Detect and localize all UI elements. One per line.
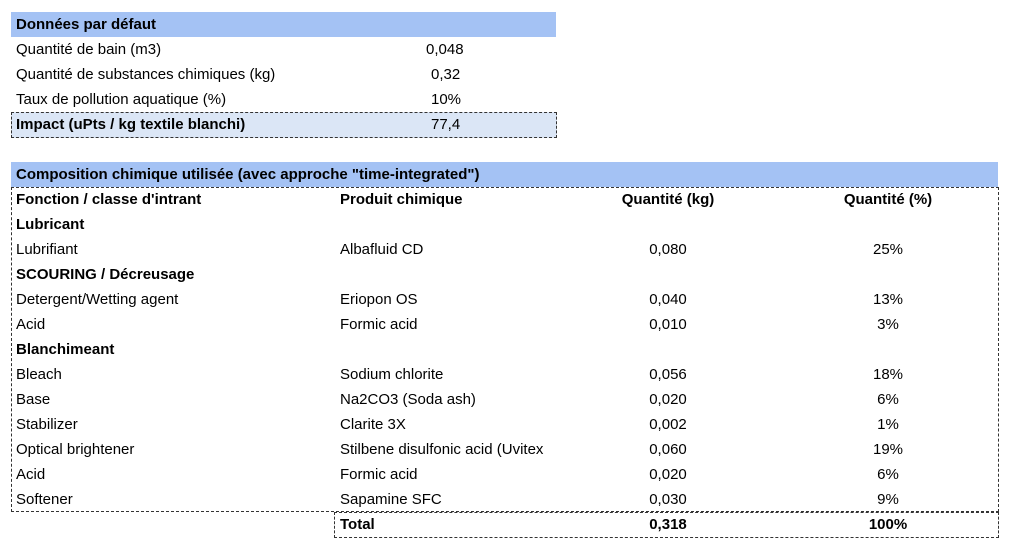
- row-fonction: SCOURING / Décreusage: [16, 266, 195, 283]
- group-row[interactable]: SCOURING / Décreusage: [11, 262, 998, 287]
- composition-header: Composition chimique utilisée (avec appr…: [11, 162, 998, 187]
- impact-value: 77,4: [431, 116, 461, 133]
- default-row-value: 0,32: [431, 66, 461, 83]
- default-row-value: 0,048: [426, 41, 464, 58]
- row-quantite-kg: 0,040: [649, 291, 687, 308]
- table-row[interactable]: Base Na2CO3 (Soda ash) 0,020 6%: [11, 387, 998, 412]
- group-row[interactable]: Lubricant: [11, 212, 998, 237]
- table-row[interactable]: Softener Sapamine SFC 0,030 9%: [11, 487, 998, 512]
- total-row[interactable]: Total 0,318 100%: [11, 512, 998, 537]
- row-quantite-pct: 25%: [872, 241, 904, 258]
- row-quantite-kg: 0,080: [649, 241, 687, 258]
- row-quantite-pct: 18%: [872, 366, 904, 383]
- row-fonction: Base: [16, 391, 51, 408]
- row-quantite-pct: 1%: [877, 416, 899, 433]
- row-fonction: Lubrifiant: [16, 241, 78, 258]
- header-fonction: Fonction / classe d'intrant: [16, 191, 202, 208]
- row-produit: Formic acid: [340, 466, 418, 483]
- row-produit: Clarite 3X: [340, 416, 406, 433]
- row-fonction: Lubricant: [16, 216, 85, 233]
- row-fonction: Blanchimeant: [16, 341, 115, 358]
- table-row[interactable]: Optical brightener Stilbene disulfonic ac…: [11, 437, 998, 462]
- row-fonction: Optical brightener: [16, 441, 135, 458]
- row-fonction: Softener: [16, 491, 73, 508]
- default-row-label: Quantité de substances chimiques (kg): [16, 66, 276, 83]
- total-kg: 0,318: [649, 516, 687, 533]
- total-pct: 100%: [868, 516, 908, 533]
- header-quantite-kg: Quantité (kg): [621, 191, 715, 208]
- row-produit: Na2CO3 (Soda ash): [340, 391, 476, 408]
- header-quantite-pct: Quantité (%): [843, 191, 933, 208]
- row-quantite-kg: 0,010: [649, 316, 687, 333]
- row-fonction: Stabilizer: [16, 416, 78, 433]
- row-quantite-kg: 0,060: [649, 441, 687, 458]
- table-row[interactable]: Acid Formic acid 0,010 3%: [11, 312, 998, 337]
- row-produit: Sapamine SFC: [340, 491, 442, 508]
- row-fonction: Acid: [16, 466, 46, 483]
- default-row-label: Taux de pollution aquatique (%): [16, 91, 227, 108]
- group-row[interactable]: Blanchimeant: [11, 337, 998, 362]
- composition-column-headers: Fonction / classe d'intrant Produit chim…: [11, 187, 998, 212]
- row-quantite-kg: 0,020: [649, 466, 687, 483]
- default-row-bain[interactable]: Quantité de bain (m3) 0,048: [11, 37, 556, 62]
- default-row-label: Quantité de bain (m3): [16, 41, 162, 58]
- header-produit: Produit chimique: [340, 191, 463, 208]
- composition-table-frame: [11, 187, 999, 512]
- row-fonction: Bleach: [16, 366, 62, 383]
- row-produit: Sodium chlorite: [340, 366, 444, 383]
- impact-label: Impact (uPts / kg textile blanchi): [16, 116, 246, 133]
- row-quantite-kg: 0,056: [649, 366, 687, 383]
- row-quantite-kg: 0,002: [649, 416, 687, 433]
- row-fonction: Acid: [16, 316, 46, 333]
- table-row[interactable]: Acid Formic acid 0,020 6%: [11, 462, 998, 487]
- default-row-substances[interactable]: Quantité de substances chimiques (kg) 0,…: [11, 62, 556, 87]
- row-quantite-kg: 0,030: [649, 491, 687, 508]
- total-row-frame: [334, 512, 999, 538]
- default-row-value: 10%: [431, 91, 462, 108]
- row-produit: Albafluid CD: [340, 241, 424, 258]
- row-quantite-pct: 6%: [877, 391, 899, 408]
- default-row-pollution[interactable]: Taux de pollution aquatique (%) 10%: [11, 87, 556, 112]
- table-row[interactable]: Detergent/Wetting agent Eriopon OS 0,040 13…: [11, 287, 998, 312]
- total-label: Total: [340, 516, 375, 533]
- row-quantite-pct: 6%: [877, 466, 899, 483]
- row-produit: Eriopon OS: [340, 291, 418, 308]
- defaults-header: Données par défaut: [11, 12, 556, 37]
- row-produit: Stilbene disulfonic acid (Uvitex: [340, 441, 544, 458]
- row-quantite-pct: 13%: [872, 291, 904, 308]
- table-row[interactable]: Bleach Sodium chlorite 0,056 18%: [11, 362, 998, 387]
- row-fonction: Detergent/Wetting agent: [16, 291, 179, 308]
- table-row[interactable]: Stabilizer Clarite 3X 0,002 1%: [11, 412, 998, 437]
- table-row[interactable]: Lubrifiant Albafluid CD 0,080 25%: [11, 237, 998, 262]
- row-quantite-kg: 0,020: [649, 391, 687, 408]
- row-quantite-pct: 19%: [872, 441, 904, 458]
- row-produit: Formic acid: [340, 316, 418, 333]
- impact-row[interactable]: Impact (uPts / kg textile blanchi) 77,4: [11, 112, 557, 138]
- row-quantite-pct: 3%: [877, 316, 899, 333]
- row-quantite-pct: 9%: [877, 491, 899, 508]
